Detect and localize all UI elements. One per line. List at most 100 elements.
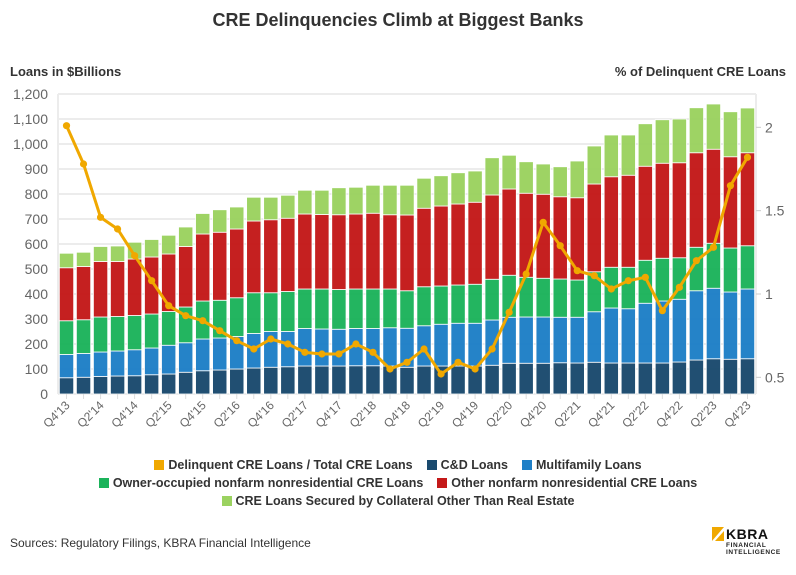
delinquency-point: [113, 225, 122, 233]
bar-segment: [671, 118, 687, 164]
y2-tick-label: 0.5: [765, 369, 785, 385]
legend-item-delinquency-ratio: Delinquent CRE Loans / Total CRE Loans: [154, 456, 413, 474]
legend-label: Owner-occupied nonfarm nonresidential CR…: [112, 476, 424, 490]
delinquency-point: [539, 218, 547, 226]
logo-mark-icon: [712, 527, 724, 541]
bar-segment: [75, 376, 92, 395]
bar-segment: [331, 328, 347, 367]
bar-segment: [501, 154, 517, 190]
delinquency-point: [590, 272, 598, 280]
delinquency-point: [641, 273, 649, 281]
delinquency-point: [352, 340, 360, 348]
y-tick-label: 1,000: [13, 136, 48, 152]
bar-segment: [263, 219, 279, 294]
bar-segment: [722, 291, 739, 360]
bar-segment: [263, 292, 279, 332]
bar-segment: [58, 320, 75, 355]
x-tick-label: Q4'15: [177, 398, 210, 431]
delinquency-point: [624, 277, 632, 285]
x-tick-label: Q4'20: [517, 398, 550, 431]
delinquency-point: [335, 350, 343, 358]
y-tick-label: 800: [25, 186, 49, 202]
delinquency-point: [556, 242, 564, 250]
x-tick-label: Q4'16: [245, 398, 278, 431]
bar-segment: [178, 226, 194, 247]
legend-item-multifamily: Multifamily Loans: [522, 456, 642, 474]
delinquency-point: [573, 267, 581, 275]
y-tick-label: 200: [25, 336, 49, 352]
bar-segment: [331, 214, 347, 290]
bar-segment: [637, 259, 653, 304]
bar-segment: [552, 166, 568, 198]
bar-segment: [195, 338, 211, 372]
bar-segment: [416, 365, 432, 395]
x-tick-label: Q2'20: [483, 398, 516, 431]
bar-segment: [637, 302, 653, 364]
bar-segment: [705, 358, 721, 395]
bar-segment: [246, 220, 262, 294]
bar-segment: [161, 311, 177, 346]
delinquency-point: [403, 358, 411, 366]
delinquency-point: [267, 335, 275, 343]
bar-segment: [178, 342, 194, 373]
delinquency-point: [488, 345, 496, 353]
bar-segment: [110, 245, 126, 262]
bar-segment: [246, 367, 262, 395]
bar-segment: [58, 252, 75, 269]
x-tick-label: Q2'23: [687, 398, 720, 431]
delinquency-point: [318, 350, 326, 358]
bar-segment: [229, 206, 245, 230]
bar-segment: [433, 175, 449, 207]
bar-segment: [739, 107, 756, 154]
bar-segment: [331, 289, 347, 330]
legend: Delinquent CRE Loans / Total CRE Loans C…: [0, 456, 796, 510]
bar-segment: [518, 362, 534, 395]
x-tick-label: Q4'17: [313, 398, 346, 431]
delinquency-point: [148, 277, 156, 285]
legend-item-owner-occupied: Owner-occupied nonfarm nonresidential CR…: [98, 474, 424, 492]
bar-segment: [178, 371, 194, 395]
delinquency-point: [216, 327, 224, 335]
bar-segment: [637, 362, 653, 395]
delinquency-point: [284, 340, 292, 348]
chart-title: CRE Delinquencies Climb at Biggest Banks: [212, 10, 584, 30]
x-tick-label: Q2'16: [211, 398, 244, 431]
delinquency-point: [420, 345, 428, 353]
logo-sub1: FINANCIAL: [726, 542, 767, 549]
bar-segment: [297, 288, 313, 329]
bar-segment: [195, 233, 211, 302]
y-tick-label: 700: [25, 211, 49, 227]
delinquency-point: [301, 348, 309, 356]
bar-segment: [654, 162, 670, 259]
bar-segment: [722, 111, 739, 158]
bar-segment: [280, 194, 296, 219]
x-tick-label: Q2'17: [279, 398, 312, 431]
bar-segment: [93, 351, 109, 377]
kbra-logo: KBRA FINANCIAL INTELLIGENCE: [712, 526, 792, 560]
x-tick-label: Q2'18: [347, 398, 380, 431]
bar-segment: [671, 298, 687, 363]
bar-segment: [314, 288, 330, 330]
x-tick-label: Q4'19: [449, 398, 482, 431]
chart-plot: 0 100 200 300 400 500 600 700 800 900 1,000 1,100 1,…: [13, 86, 785, 431]
bar-segment: [178, 246, 194, 308]
bar-segment: [365, 328, 381, 367]
bar-segment: [688, 290, 704, 361]
bar-segment: [654, 362, 670, 395]
bar-segment: [365, 184, 381, 214]
bar-segment: [467, 201, 483, 285]
bar-segment: [93, 261, 109, 318]
bar-segment: [297, 365, 313, 395]
bar-segment: [314, 189, 330, 215]
legend-label: Other nonfarm nonresidential CRE Loans: [451, 476, 698, 490]
bar-segment: [688, 107, 704, 154]
bar-segment: [263, 366, 279, 395]
legend-swatch: [522, 460, 533, 470]
bar-segment: [314, 328, 330, 367]
bar-segment: [620, 362, 636, 395]
bar-segment: [484, 278, 500, 321]
bar-segment: [297, 213, 313, 290]
bar-segment: [569, 316, 585, 364]
bar-segment: [246, 196, 262, 222]
bar-segment: [586, 361, 602, 395]
